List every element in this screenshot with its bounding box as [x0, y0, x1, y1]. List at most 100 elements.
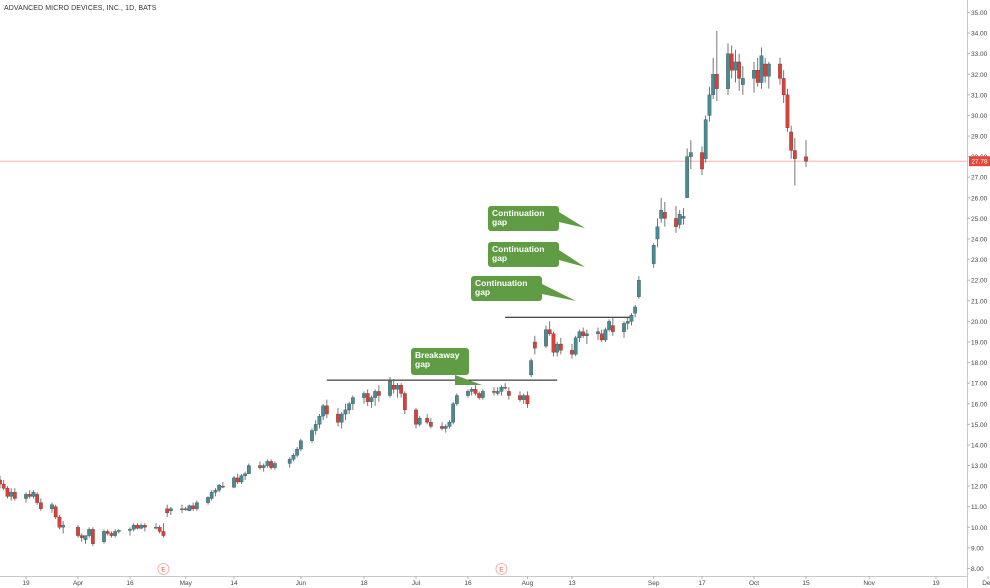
candle-up[interactable]	[339, 413, 344, 423]
candle-down[interactable]	[414, 409, 418, 425]
candle-up[interactable]	[544, 329, 548, 347]
candle-up[interactable]	[555, 343, 559, 353]
annotation-box[interactable]	[488, 206, 559, 231]
candle-up[interactable]	[239, 475, 244, 483]
candle-down[interactable]	[76, 527, 80, 536]
candle-up[interactable]	[585, 333, 589, 336]
candle-down[interactable]	[91, 529, 95, 544]
candle-up[interactable]	[629, 315, 634, 322]
candle-up[interactable]	[466, 391, 470, 396]
candle-down[interactable]	[258, 465, 262, 468]
annotation-box[interactable]	[411, 348, 469, 375]
candle-up[interactable]	[443, 426, 448, 429]
candle-down[interactable]	[27, 494, 32, 497]
candle-down[interactable]	[365, 393, 370, 402]
candle-up[interactable]	[310, 430, 314, 441]
candle-up[interactable]	[495, 391, 500, 394]
candle-down[interactable]	[700, 152, 704, 170]
candle-down[interactable]	[0, 479, 2, 485]
candle-up[interactable]	[451, 403, 455, 423]
candle-down[interactable]	[674, 218, 678, 227]
candle-up[interactable]	[213, 490, 218, 493]
candle-up[interactable]	[113, 531, 117, 536]
candle-down[interactable]	[570, 350, 574, 355]
candle-up[interactable]	[261, 465, 266, 468]
candle-down[interactable]	[729, 53, 734, 71]
candle-down[interactable]	[429, 422, 433, 427]
candle-down[interactable]	[663, 212, 667, 219]
candle-up[interactable]	[651, 245, 656, 264]
candle-up[interactable]	[247, 465, 251, 474]
candle-down[interactable]	[440, 426, 444, 429]
candle-down[interactable]	[399, 385, 403, 394]
candle-down[interactable]	[473, 389, 478, 394]
candle-down[interactable]	[53, 506, 58, 518]
candle-down[interactable]	[599, 333, 604, 341]
candle-up[interactable]	[9, 492, 13, 497]
candle-down[interactable]	[183, 508, 188, 510]
earnings-marker[interactable]	[495, 563, 508, 575]
candle-up[interactable]	[373, 391, 377, 398]
candle-down[interactable]	[547, 329, 552, 334]
candle-down[interactable]	[1, 483, 6, 489]
candle-down[interactable]	[165, 508, 169, 514]
candle-up[interactable]	[139, 525, 143, 529]
annotation-box[interactable]	[471, 276, 542, 301]
candle-down[interactable]	[804, 156, 808, 162]
candle-up[interactable]	[287, 459, 292, 464]
candle-up[interactable]	[677, 214, 682, 225]
candle-up[interactable]	[117, 530, 121, 532]
candle-up[interactable]	[232, 477, 236, 488]
candle-down[interactable]	[39, 502, 43, 509]
candle-down[interactable]	[793, 150, 797, 159]
candle-down[interactable]	[79, 535, 84, 538]
earnings-marker[interactable]	[157, 563, 170, 575]
candle-down[interactable]	[525, 395, 530, 404]
candle-up[interactable]	[596, 331, 600, 334]
candle-up[interactable]	[707, 94, 712, 116]
candle-up[interactable]	[347, 403, 351, 411]
candle-down[interactable]	[377, 391, 381, 396]
candle-up[interactable]	[343, 409, 348, 415]
candle-up[interactable]	[180, 508, 184, 510]
candle-down[interactable]	[336, 413, 340, 423]
candle-up[interactable]	[681, 216, 686, 219]
candle-up[interactable]	[622, 323, 626, 332]
candle-down[interactable]	[35, 494, 39, 503]
candle-up[interactable]	[455, 395, 459, 404]
candle-down[interactable]	[755, 70, 760, 83]
candle-up[interactable]	[655, 226, 660, 240]
candle-down[interactable]	[105, 531, 110, 534]
candle-down[interactable]	[763, 63, 767, 77]
candle-up[interactable]	[767, 63, 771, 77]
candle-down[interactable]	[715, 74, 719, 89]
candle-up[interactable]	[31, 492, 36, 497]
candle-down[interactable]	[559, 343, 563, 351]
candle-up[interactable]	[577, 331, 582, 339]
candle-down[interactable]	[325, 405, 329, 415]
candle-up[interactable]	[637, 280, 641, 297]
candle-up[interactable]	[50, 504, 54, 509]
candle-down[interactable]	[13, 492, 17, 499]
candle-up[interactable]	[195, 502, 199, 509]
candle-up[interactable]	[607, 321, 611, 330]
candle-down[interactable]	[477, 393, 481, 398]
candle-up[interactable]	[187, 505, 192, 511]
candle-up[interactable]	[351, 397, 355, 404]
candle-up[interactable]	[726, 53, 730, 89]
candle-down[interactable]	[143, 525, 147, 528]
candle-up[interactable]	[313, 424, 318, 431]
candle-down[interactable]	[425, 418, 429, 423]
candle-down[interactable]	[109, 533, 114, 536]
candle-down[interactable]	[492, 391, 496, 393]
candle-down[interactable]	[57, 516, 62, 528]
candle-down[interactable]	[5, 488, 10, 497]
candle-up[interactable]	[317, 415, 322, 425]
candle-up[interactable]	[154, 527, 158, 529]
candle-up[interactable]	[87, 529, 91, 536]
candle-down[interactable]	[785, 94, 790, 128]
candle-up[interactable]	[128, 529, 132, 531]
candle-up[interactable]	[102, 531, 106, 542]
candle-up[interactable]	[733, 61, 738, 71]
candle-up[interactable]	[295, 448, 299, 456]
